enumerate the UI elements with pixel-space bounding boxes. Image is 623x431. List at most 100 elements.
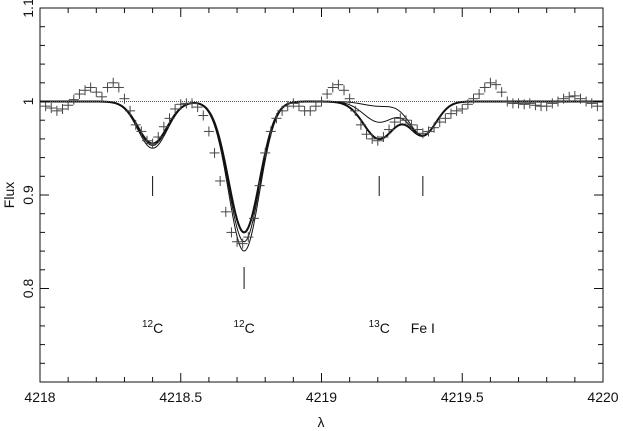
observed-point (423, 126, 434, 137)
observed-point (215, 175, 226, 186)
observed-point (581, 96, 592, 107)
x-tick-label: 4220 (587, 389, 618, 405)
observed-point (288, 98, 299, 109)
observed-point (130, 119, 141, 130)
observed-point (389, 117, 400, 128)
observed-point (575, 93, 586, 104)
observed-point (102, 82, 113, 93)
x-axis-ticks: 4218 4218.5 4219 4219.5 4220 (24, 8, 619, 405)
observed-point (158, 121, 169, 132)
observed-point (586, 98, 597, 109)
observed-point (434, 117, 445, 128)
observed-point (85, 82, 96, 93)
x-axis-label: λ (318, 414, 325, 430)
observed-point (445, 108, 456, 119)
observed-point (541, 101, 552, 112)
observed-point (170, 103, 181, 114)
observed-point (502, 96, 513, 107)
y-tick-label: 1.1 (20, 0, 36, 18)
observed-point (474, 89, 485, 100)
observed-points (40, 77, 603, 249)
observed-point (344, 93, 355, 104)
model-series-1 (40, 101, 603, 252)
observed-point (187, 98, 198, 109)
observed-point (203, 126, 214, 137)
observed-point (282, 101, 293, 112)
observed-point (361, 129, 372, 140)
line-label: 12C (142, 319, 163, 336)
observed-point (136, 126, 147, 137)
observed-point (429, 122, 440, 133)
observed-point (51, 105, 62, 116)
model-series-2 (40, 101, 603, 243)
observed-point (316, 96, 327, 107)
observed-point (232, 236, 243, 247)
observed-point (485, 77, 496, 88)
plot-frame (39, 7, 604, 383)
observed-point (260, 147, 271, 158)
observed-point (248, 213, 259, 224)
observed-point (496, 87, 507, 98)
line-marker-ticks (152, 176, 424, 289)
observed-point (125, 105, 136, 116)
observed-point (333, 79, 344, 90)
observed-point (592, 101, 603, 112)
observed-point (209, 147, 220, 158)
observed-point (400, 115, 411, 126)
observed-point (519, 99, 530, 110)
observed-point (479, 82, 490, 93)
observed-point (91, 87, 102, 98)
x-tick-label: 4218 (24, 389, 55, 405)
observed-point (558, 93, 569, 104)
observed-point (40, 101, 51, 112)
line-label: 12C (233, 319, 254, 336)
observed-point (46, 103, 57, 114)
observed-point (74, 89, 85, 100)
observed-point (108, 77, 119, 88)
model-series (40, 100, 603, 252)
observed-point (417, 128, 428, 139)
observed-point (277, 105, 288, 116)
observed-point (406, 119, 417, 130)
observed-point (96, 91, 107, 102)
observed-point (68, 94, 79, 105)
observed-point (271, 113, 282, 124)
observed-point (237, 238, 248, 249)
observed-point (491, 79, 502, 90)
observed-point (80, 85, 91, 96)
observed-point (243, 232, 254, 243)
observed-point (457, 103, 468, 114)
model-series-3 (40, 100, 603, 234)
observed-point (552, 96, 563, 107)
observed-point (378, 132, 389, 143)
observed-point (305, 105, 316, 116)
observed-point (355, 119, 366, 130)
observed-point (547, 98, 558, 109)
y-tick-label: 0.9 (20, 185, 36, 205)
y-tick-label: 0.8 (20, 279, 36, 299)
observed-point (153, 132, 164, 143)
observed-point (175, 99, 186, 110)
x-tick-label: 4219 (306, 389, 337, 405)
observed-point (265, 126, 276, 137)
observed-point (367, 133, 378, 144)
observed-point (113, 82, 124, 93)
observed-point (569, 90, 580, 101)
observed-point (141, 135, 152, 146)
observed-point (293, 101, 304, 112)
y-axis-label: Flux (1, 182, 17, 208)
observed-point (327, 82, 338, 93)
x-tick-label: 4218.5 (159, 389, 202, 405)
line-label: Fe I (411, 320, 435, 336)
observed-point (322, 89, 333, 100)
line-labels: 12C 12C 13C Fe I (142, 319, 435, 336)
observed-point (412, 124, 423, 135)
observed-point (564, 91, 575, 102)
observed-point (119, 93, 130, 104)
observed-point (310, 101, 321, 112)
observed-point (57, 103, 68, 114)
observed-point (220, 206, 231, 217)
observed-point (226, 227, 237, 238)
observed-point (147, 138, 158, 149)
